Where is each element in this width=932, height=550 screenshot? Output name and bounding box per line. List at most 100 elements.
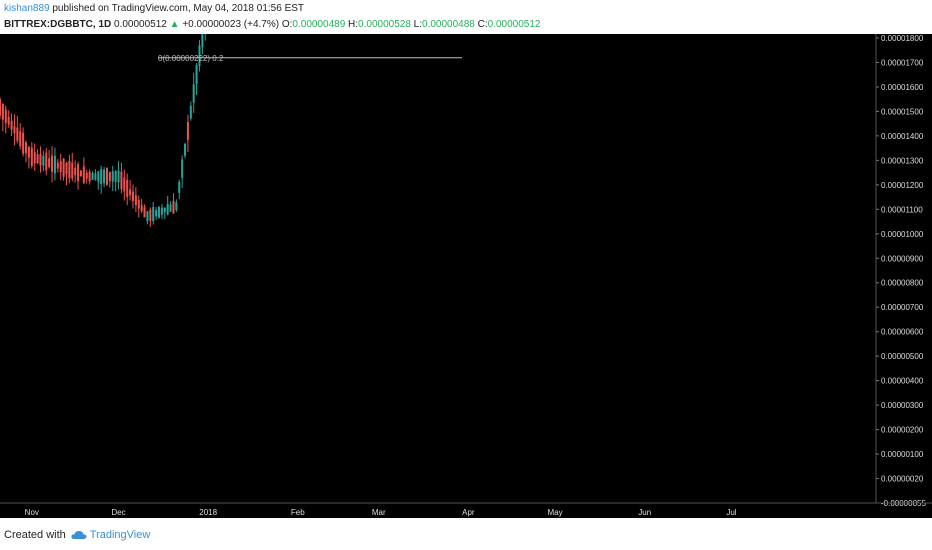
high-label: H: bbox=[348, 19, 359, 30]
candle-body bbox=[79, 170, 82, 177]
candle-body bbox=[94, 173, 97, 180]
tradingview-logo[interactable]: TradingView bbox=[71, 529, 151, 541]
candle-body bbox=[103, 169, 106, 184]
price-tick-label: 0.00000800 bbox=[881, 279, 924, 288]
price-tick-label: 0.00001600 bbox=[881, 83, 924, 92]
footer: Created with TradingView bbox=[4, 529, 150, 541]
price-tick-label: 0.00000900 bbox=[881, 254, 924, 263]
candle-body bbox=[97, 171, 100, 182]
price-tick-label: 0.00001700 bbox=[881, 58, 924, 67]
candle-body bbox=[19, 131, 22, 147]
candle-body bbox=[157, 206, 161, 218]
price-tick-label: 0.00000400 bbox=[881, 377, 924, 386]
candle-body bbox=[114, 171, 117, 182]
candle-body bbox=[172, 200, 175, 214]
candle-body bbox=[71, 162, 74, 179]
candle-body bbox=[186, 122, 189, 140]
candle-body bbox=[198, 45, 201, 67]
candle-body bbox=[129, 189, 132, 196]
candle-body bbox=[33, 152, 36, 164]
plot-background bbox=[0, 34, 932, 518]
candle-body bbox=[39, 153, 42, 166]
price-tick-label: 0.00000600 bbox=[881, 328, 924, 337]
time-tick-label: Nov bbox=[25, 508, 39, 517]
publish-info: kishan889 published on TradingView.com, … bbox=[4, 3, 304, 14]
candle-body bbox=[42, 155, 45, 166]
candle-body bbox=[169, 204, 172, 212]
candle-body bbox=[91, 173, 94, 181]
candle-body bbox=[117, 170, 120, 183]
price-tick-label: 0.00000500 bbox=[881, 352, 924, 361]
candle-body bbox=[25, 142, 28, 154]
candle-body bbox=[178, 181, 181, 193]
low-value: 0.00000488 bbox=[422, 19, 475, 30]
time-tick-label: Apr bbox=[462, 508, 475, 517]
candle-body bbox=[201, 34, 204, 48]
candle-body bbox=[7, 116, 10, 125]
candle-body bbox=[27, 146, 30, 158]
candle-body bbox=[16, 127, 19, 141]
last-price: 0.00000512 bbox=[114, 19, 167, 30]
candle-body bbox=[59, 161, 62, 173]
price-tick-label: 0.00001000 bbox=[881, 230, 924, 239]
candle-body bbox=[65, 162, 68, 175]
price-tick-label: 0.00000020 bbox=[881, 475, 924, 484]
price-tick-label: 0.00001500 bbox=[881, 107, 924, 116]
candle-body bbox=[108, 171, 111, 182]
candle-body bbox=[163, 207, 166, 213]
price-tick-label: 0.00000700 bbox=[881, 303, 924, 312]
price-change: +0.00000023 (+4.7%) bbox=[182, 19, 280, 30]
candle-body bbox=[189, 105, 192, 119]
tradingview-brand: TradingView bbox=[89, 529, 151, 541]
candle-body bbox=[100, 169, 103, 184]
candle-body bbox=[143, 207, 146, 218]
candle-body bbox=[88, 171, 91, 182]
candle-body bbox=[74, 167, 77, 176]
candle-body bbox=[184, 143, 187, 156]
candle-body bbox=[152, 207, 155, 222]
candle-body bbox=[131, 191, 135, 201]
candle-body bbox=[48, 158, 51, 168]
price-tick-label: 0.00000100 bbox=[881, 450, 924, 459]
candle-body bbox=[82, 166, 85, 183]
candle-body bbox=[51, 155, 54, 172]
price-tick-label: 0.00001100 bbox=[881, 205, 923, 214]
candle-body bbox=[56, 162, 59, 169]
candle-body bbox=[53, 155, 56, 174]
close-label: C: bbox=[477, 19, 488, 30]
candle-body bbox=[36, 154, 39, 164]
candle-body bbox=[13, 126, 16, 134]
candle-body bbox=[30, 147, 33, 166]
candle-body bbox=[111, 171, 114, 182]
author-link[interactable]: kishan889 bbox=[4, 3, 50, 14]
candle-body bbox=[160, 207, 163, 215]
change-up-icon: ▲ bbox=[169, 19, 180, 30]
candle-body bbox=[85, 172, 88, 179]
tradingview-cloud-icon bbox=[71, 531, 87, 539]
price-chart[interactable]: 02345) 3.618(0.000031531534) 2.618(0.000… bbox=[0, 34, 932, 518]
candle-body bbox=[45, 153, 48, 171]
candle-body bbox=[62, 158, 65, 177]
candle-body bbox=[105, 168, 108, 185]
time-tick-label: Jul bbox=[726, 508, 736, 517]
price-tick-label: 0.00001400 bbox=[881, 132, 924, 141]
fib-level-label: 0(0.00000222) 0.2 bbox=[158, 54, 224, 63]
close-value: 0.00000512 bbox=[487, 19, 541, 30]
symbol-name: BITTREX:DGBBTC, 1D bbox=[4, 19, 112, 30]
candle-body bbox=[192, 84, 195, 103]
candle-body bbox=[140, 205, 143, 212]
price-tick-label: 0.00001800 bbox=[881, 34, 924, 43]
open-value: 0.00000489 bbox=[292, 19, 346, 30]
candle-body bbox=[195, 65, 198, 85]
candle-body bbox=[181, 159, 184, 178]
low-label: L: bbox=[413, 19, 423, 30]
candle-body bbox=[155, 209, 158, 217]
candle-body bbox=[68, 161, 71, 179]
symbol-info: BITTREX:DGBBTC, 1D 0.00000512 ▲ +0.00000… bbox=[4, 19, 540, 30]
time-tick-label: Mar bbox=[372, 508, 386, 517]
price-tick-label: 0.00000300 bbox=[881, 401, 924, 410]
candle-body bbox=[137, 199, 140, 209]
chart-area[interactable]: 02345) 3.618(0.000031531534) 2.618(0.000… bbox=[0, 34, 932, 518]
candle-body bbox=[126, 179, 129, 197]
candle-body bbox=[149, 209, 152, 221]
